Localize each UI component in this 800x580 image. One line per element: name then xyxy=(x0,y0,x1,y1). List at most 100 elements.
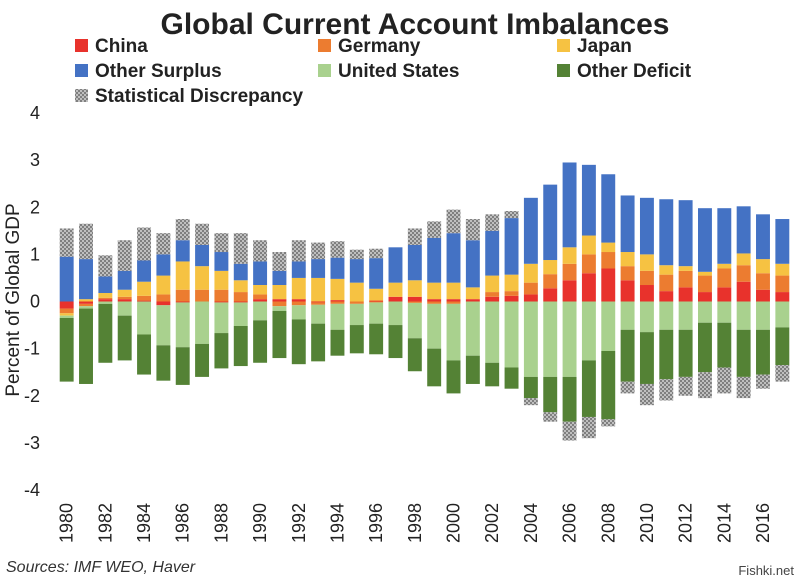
bar-china-2001 xyxy=(465,299,480,302)
bar-china-2014 xyxy=(717,287,732,302)
bar-japan-1991 xyxy=(272,285,287,300)
bar-other-deficit-2006 xyxy=(562,376,577,422)
x-tick-label: 2010 xyxy=(637,503,657,543)
bar-japan-2016 xyxy=(756,259,770,274)
x-tick-label: 1986 xyxy=(173,503,193,543)
bar-united-states-2010 xyxy=(639,301,654,333)
bar-china-1981 xyxy=(79,301,93,304)
bar-other-deficit-2004 xyxy=(523,376,538,399)
bar-germany-2005 xyxy=(543,274,558,289)
y-tick-label: -2 xyxy=(24,386,40,406)
bar-statistical-discrepancy-1988 xyxy=(214,233,229,253)
bar-other-surplus-1996 xyxy=(369,258,384,289)
bar-statistical-discrepancy-2011 xyxy=(659,379,674,401)
bar-china-1982 xyxy=(98,299,113,302)
bar-china-1996 xyxy=(369,300,384,302)
x-tick-label: 1984 xyxy=(134,503,154,543)
bar-statistical-discrepancy-1996 xyxy=(369,248,384,259)
bar-germany-1986 xyxy=(175,289,190,302)
bar-china-1983 xyxy=(117,299,132,302)
bar-germany-2007 xyxy=(581,254,596,274)
bar-other-deficit-1992 xyxy=(291,319,306,365)
bar-china-2012 xyxy=(678,287,693,302)
bar-other-surplus-2004 xyxy=(523,197,538,264)
bar-japan-1986 xyxy=(175,261,190,290)
bar-other-surplus-2013 xyxy=(698,208,712,272)
bar-china-1986 xyxy=(175,301,190,303)
bar-other-deficit-1995 xyxy=(349,325,364,354)
bar-united-states-1992 xyxy=(291,305,306,320)
bar-germany-2006 xyxy=(562,263,577,281)
bar-other-surplus-1995 xyxy=(349,259,364,283)
x-tick-label: 1992 xyxy=(289,503,309,543)
bar-china-2008 xyxy=(601,268,616,302)
chart-title: Global Current Account Imbalances xyxy=(161,8,670,41)
legend-label-germany: Germany xyxy=(338,36,421,57)
bar-other-deficit-2016 xyxy=(756,329,770,375)
bar-united-states-2006 xyxy=(562,301,577,377)
legend-swatch-statistical-discrepancy xyxy=(75,89,88,102)
bar-statistical-discrepancy-2006 xyxy=(562,421,577,441)
bar-statistical-discrepancy-1985 xyxy=(156,233,171,255)
bar-germany-2008 xyxy=(601,252,616,269)
x-tick-label: 2000 xyxy=(444,503,464,543)
bar-japan-1984 xyxy=(137,281,152,296)
bar-united-states-1995 xyxy=(349,303,364,326)
bar-germany-1996 xyxy=(369,301,384,303)
x-tick-label: 2006 xyxy=(560,503,580,543)
bar-other-deficit-2011 xyxy=(659,329,674,380)
bar-japan-1981 xyxy=(79,299,93,302)
x-tick-label: 1990 xyxy=(250,503,270,543)
bar-other-deficit-1990 xyxy=(253,320,268,363)
bar-united-states-1997 xyxy=(388,301,403,326)
bar-germany-1980 xyxy=(59,308,74,314)
bar-japan-1996 xyxy=(369,288,384,301)
bar-united-states-2011 xyxy=(659,301,674,330)
bar-statistical-discrepancy-1999 xyxy=(427,221,442,238)
bar-other-deficit-1991 xyxy=(272,310,287,359)
bar-japan-2013 xyxy=(698,271,712,276)
bar-other-deficit-2009 xyxy=(620,329,635,382)
bar-statistical-discrepancy-1990 xyxy=(253,240,268,262)
bar-united-states-1984 xyxy=(137,301,152,335)
bar-other-deficit-1980 xyxy=(59,317,74,382)
bar-other-surplus-2014 xyxy=(717,208,732,264)
bar-other-deficit-2010 xyxy=(639,332,654,384)
y-tick-label: -1 xyxy=(24,339,40,359)
bar-china-1998 xyxy=(407,296,422,302)
bar-japan-2017 xyxy=(775,263,790,276)
bar-germany-2000 xyxy=(446,301,461,304)
bar-germany-2013 xyxy=(698,275,712,293)
bar-statistical-discrepancy-2008 xyxy=(601,419,616,427)
bar-germany-1982 xyxy=(98,297,113,300)
bar-germany-2002 xyxy=(485,292,500,297)
bar-other-deficit-2013 xyxy=(698,322,712,373)
legend-label-united-states: United States xyxy=(338,61,459,82)
bar-united-states-2013 xyxy=(698,301,712,323)
bar-japan-1999 xyxy=(427,282,442,300)
bar-united-states-1989 xyxy=(233,302,248,326)
legend-label-china: China xyxy=(95,36,148,57)
bar-china-1990 xyxy=(253,299,268,302)
bar-other-deficit-2008 xyxy=(601,350,616,420)
bar-other-surplus-1989 xyxy=(233,263,248,281)
bar-japan-1993 xyxy=(311,277,326,302)
bar-other-deficit-1981 xyxy=(79,308,93,384)
bar-united-states-1993 xyxy=(311,304,326,324)
bar-china-1997 xyxy=(388,296,403,302)
bar-united-states-2015 xyxy=(736,301,751,330)
bar-china-1994 xyxy=(330,300,345,302)
bar-china-2005 xyxy=(543,288,558,302)
bar-germany-1989 xyxy=(233,292,248,302)
bar-germany-2004 xyxy=(523,282,538,295)
bar-statistical-discrepancy-1998 xyxy=(407,228,422,245)
bar-germany-1981 xyxy=(79,303,93,307)
bar-china-1984 xyxy=(137,300,152,302)
bar-other-surplus-1993 xyxy=(311,259,326,278)
plot-area xyxy=(59,162,790,441)
y-tick-label: -4 xyxy=(24,480,40,500)
bar-united-states-1985 xyxy=(156,305,171,346)
y-axis-label: Percent of Global GDP xyxy=(3,203,24,396)
